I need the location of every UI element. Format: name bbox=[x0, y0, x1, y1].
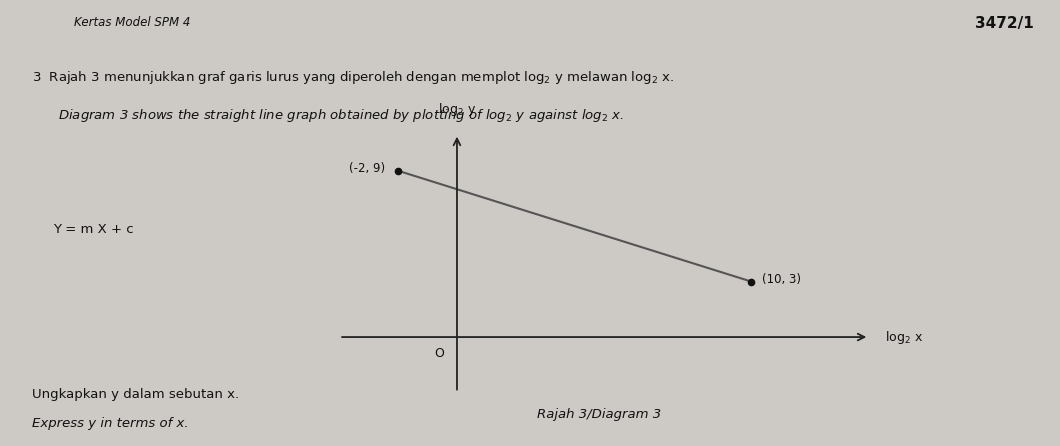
Text: log$_2$ y: log$_2$ y bbox=[438, 101, 476, 118]
Text: O: O bbox=[434, 347, 444, 360]
Text: Express y in terms of x.: Express y in terms of x. bbox=[32, 417, 189, 430]
Text: Diagram 3 shows the straight line graph obtained by plotting of log$_2$ y agains: Diagram 3 shows the straight line graph … bbox=[58, 107, 624, 124]
Text: Ungkapkan y dalam sebutan x.: Ungkapkan y dalam sebutan x. bbox=[32, 388, 238, 401]
Text: 3  Rajah 3 menunjukkan graf garis lurus yang diperoleh dengan memplot log$_2$ y : 3 Rajah 3 menunjukkan graf garis lurus y… bbox=[32, 69, 674, 86]
Text: Rajah 3/Diagram 3: Rajah 3/Diagram 3 bbox=[536, 408, 661, 421]
Text: Y = m X + c: Y = m X + c bbox=[53, 223, 134, 236]
Text: (-2, 9): (-2, 9) bbox=[349, 161, 385, 175]
Text: 3472/1: 3472/1 bbox=[975, 16, 1034, 31]
Text: (10, 3): (10, 3) bbox=[762, 273, 801, 285]
Text: Kertas Model SPM 4: Kertas Model SPM 4 bbox=[74, 16, 191, 29]
Text: log$_2$ x: log$_2$ x bbox=[885, 329, 923, 346]
